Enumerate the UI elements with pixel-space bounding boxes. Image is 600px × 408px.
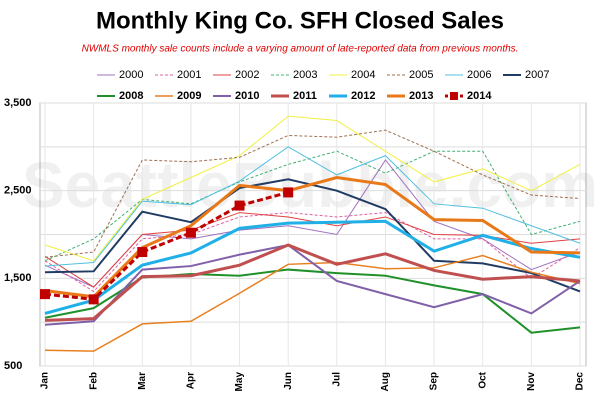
x-tick-label: Sep	[429, 372, 440, 390]
legend-item: 2004	[329, 69, 375, 81]
legend-item: 2013	[387, 90, 433, 102]
data-point	[40, 289, 50, 300]
series-line	[44, 243, 581, 322]
series-line	[44, 150, 581, 262]
y-tick-label: 2,500	[4, 185, 32, 197]
data-point	[185, 227, 196, 238]
legend-label: 2012	[351, 90, 375, 102]
x-tick-label: Dec	[575, 372, 586, 391]
x-tick-label: Oct	[477, 371, 488, 388]
legend-item: 2014	[445, 90, 492, 102]
legend-label: 2005	[409, 69, 433, 81]
series-line	[44, 175, 581, 299]
series-line	[44, 212, 581, 293]
legend-label: 2014	[467, 90, 492, 102]
x-tick-label: Feb	[88, 372, 99, 390]
y-tick-label: 3,500	[4, 97, 32, 109]
x-tick-label: May	[234, 372, 245, 392]
legend-item: 2009	[155, 90, 201, 102]
x-tick-label: Nov	[526, 372, 537, 391]
legend-item: 2008	[97, 90, 143, 102]
series-line	[44, 115, 581, 262]
legend-item: 2005	[387, 69, 433, 81]
legend-item: 2007	[503, 69, 549, 81]
data-point	[283, 187, 294, 198]
legend-item: 2002	[213, 69, 259, 81]
legend-label: 2004	[351, 69, 375, 81]
legend-marker	[450, 92, 458, 100]
legend-label: 2011	[293, 90, 317, 102]
legend-item: 2001	[155, 69, 201, 81]
series-line	[44, 219, 581, 315]
legend-label: 2000	[119, 69, 143, 81]
legend-label: 2008	[119, 90, 143, 102]
x-tick-label: Aug	[380, 372, 391, 391]
x-tick-label: Jul	[331, 372, 342, 387]
y-tick-label: 500	[4, 360, 22, 372]
legend-item: 2006	[445, 69, 491, 81]
legend-label: 2009	[177, 90, 201, 102]
x-tick-label: Jan	[40, 372, 51, 389]
legend-label: 2007	[525, 69, 549, 81]
legend-item: 2012	[329, 90, 375, 102]
x-tick-label: Apr	[186, 372, 197, 389]
legend-item: 2000	[97, 69, 143, 81]
data-point	[234, 200, 245, 211]
legend-label: 2003	[293, 69, 317, 81]
legend-item: 2003	[271, 69, 317, 81]
data-point	[137, 247, 148, 258]
legend-label: 2001	[177, 69, 201, 81]
legend-label: 2013	[409, 90, 433, 102]
legend-item: 2010	[213, 90, 259, 102]
legend-label: 2010	[235, 90, 259, 102]
data-point	[88, 294, 99, 305]
series-line	[44, 146, 581, 267]
legend-label: 2006	[467, 69, 491, 81]
chart-title: Monthly King Co. SFH Closed Sales	[96, 7, 504, 34]
chart-subtitle: NWMLS monthly sale counts include a vary…	[82, 44, 519, 55]
legend-label: 2002	[235, 69, 259, 81]
y-tick-label: 1,500	[4, 272, 32, 284]
x-tick-label: Mar	[137, 372, 148, 390]
legend-item: 2011	[271, 90, 317, 102]
series-line	[44, 243, 581, 326]
x-tick-label: Jun	[283, 372, 294, 390]
series-line	[44, 190, 289, 301]
series-line	[44, 129, 581, 258]
